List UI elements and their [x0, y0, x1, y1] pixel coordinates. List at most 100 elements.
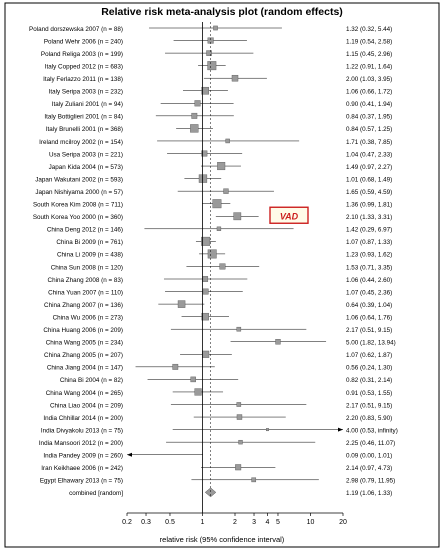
study-row: Japan Kida 2004 (n = 573) 1.49 (0.97, 2.2… [49, 162, 392, 171]
study-label: Italy Brunelli 2001 (n = 368) [46, 126, 123, 133]
study-row: Iran Keikhaee 2006 (n = 242) 2.14 (0.97, … [41, 464, 392, 472]
study-row: South Korea Kim 2008 (n = 711) 1.36 (0.99… [33, 199, 392, 209]
point-estimate [236, 402, 242, 407]
point-estimate [201, 86, 209, 95]
x-tick-label: 0.3 [141, 519, 151, 526]
study-label: China Jiang 2004 (n = 147) [47, 365, 123, 372]
x-tick-label: 10 [307, 519, 315, 526]
point-estimate [236, 414, 243, 420]
study-label: China Huang 2006 (n = 209) [43, 327, 123, 334]
study-ci-text: 2.14 (0.97, 4.73) [346, 465, 392, 472]
study-ci-text: 1.49 (0.97, 2.27) [346, 164, 392, 171]
point-estimate [236, 326, 242, 332]
study-label: China Wang 2005 (n = 234) [46, 340, 123, 347]
point-estimate [201, 236, 211, 246]
study-label: Japan Wakutani 2002 (n = 593) [35, 176, 123, 183]
study-ci-text: 1.36 (0.99, 1.81) [346, 202, 392, 209]
point-estimate [207, 249, 217, 259]
study-row: Italy Bottiglieri 2001 (n = 84) 0.84 (0.3… [44, 112, 392, 121]
point-estimate [194, 100, 201, 107]
point-estimate [202, 350, 210, 358]
study-ci-text: 1.07 (0.87, 1.33) [346, 239, 392, 246]
ci-arrow-right [338, 427, 343, 432]
study-ci-text: 2.17 (0.51, 9.15) [346, 327, 392, 334]
study-ci-text: 0.84 (0.57, 1.25) [346, 126, 392, 133]
study-label: South Korea Kim 2008 (n = 711) [33, 202, 123, 209]
x-tick-label: 2 [233, 519, 237, 526]
point-estimate [198, 174, 208, 183]
study-label: Poland dorszewska 2007 (n = 88) [29, 26, 123, 33]
study-label: Iran Keikhaee 2006 (n = 242) [41, 465, 123, 472]
study-ci-text: 1.06 (0.66, 1.72) [346, 89, 392, 96]
study-ci-text: 0.82 (0.31, 2.14) [346, 377, 392, 384]
study-ci-text: 1.15 (0.45, 2.96) [346, 51, 392, 58]
study-label: China Zhang 2008 (n = 83) [48, 277, 123, 284]
study-ci-text: 0.09 (0.00, 1.01) [346, 453, 392, 460]
study-row: Poland Religa 2003 (n = 199) 1.15 (0.45, … [41, 50, 392, 58]
study-row: India Pandey 2009 (n = 260) 0.09 (0.00, 1… [43, 453, 392, 460]
study-label: Usa Seripa 2003 (n = 221) [49, 151, 123, 158]
study-ci-text: 1.32 (0.32, 5.44) [346, 26, 392, 33]
study-rows: Poland dorszewska 2007 (n = 88) 1.32 (0.3… [29, 25, 398, 498]
study-ci-text: 0.91 (0.53, 1.55) [346, 390, 392, 397]
point-estimate [216, 226, 222, 231]
point-estimate [201, 312, 209, 321]
study-row: India Mansoori 2012 (n = 200) 2.25 (0.46,… [39, 440, 395, 447]
point-estimate [177, 300, 186, 308]
point-estimate [238, 439, 243, 445]
vad-annotation: VAD [269, 206, 309, 224]
plot-frame [4, 2, 440, 548]
study-ci-text: 2.17 (0.51, 9.15) [346, 402, 392, 409]
point-estimate [201, 150, 208, 157]
study-row: China Bi 2009 (n = 761) 1.07 (0.87, 1.33) [56, 236, 392, 246]
study-ci-text: 0.64 (0.39, 1.04) [346, 302, 392, 309]
study-label: Italy Bottiglieri 2001 (n = 84) [44, 114, 123, 121]
study-row: China Li 2009 (n = 438) 1.23 (0.93, 1.62) [57, 249, 392, 259]
study-row: Italy Zuliani 2001 (n = 94) 0.90 (0.41, 1… [52, 100, 392, 108]
point-estimate [190, 376, 196, 383]
study-ci-text: 1.04 (0.47, 2.33) [346, 151, 392, 158]
study-label: China Liao 2004 (n = 209) [50, 402, 123, 409]
study-row: China Wang 2004 (n = 265) 0.91 (0.53, 1.5… [46, 388, 392, 397]
study-row: Italy Ferlazzo 2011 (n = 138) 2.00 (1.03,… [43, 74, 392, 83]
point-estimate [194, 388, 202, 396]
study-row: China Jiang 2004 (n = 147) 0.56 (0.24, 1.… [47, 363, 392, 372]
vad-box [269, 206, 309, 224]
study-row: South Korea Yoo 2000 (n = 360) 2.10 (1.33… [33, 212, 392, 221]
point-estimate [233, 212, 242, 221]
study-label: Italy Copped 2012 (n = 683) [45, 63, 123, 70]
study-row: India Divyakolu 2013 (n = 75) 4.00 (0.53,… [41, 427, 398, 434]
point-estimate [206, 50, 212, 56]
study-label: Italy Seripa 2003 (n = 232) [49, 89, 123, 96]
study-label: Ireland mcilroy 2002 (n = 154) [39, 139, 123, 146]
study-ci-text: 2.98 (0.79, 11.95) [346, 478, 395, 485]
study-label: India Mansoori 2012 (n = 200) [39, 440, 123, 447]
study-label: China Zhang 2007 (n = 136) [44, 302, 123, 309]
study-label: China Li 2009 (n = 438) [57, 252, 123, 259]
point-estimate [207, 61, 217, 71]
study-label: Japan Nishiyama 2000 (n = 57) [35, 189, 123, 196]
x-axis: 0.2 0.3 0.5 1 2 3 4 5 10 20 [122, 22, 347, 526]
study-label: China Zhang 2005 (n = 207) [44, 352, 123, 359]
point-estimate [191, 112, 198, 119]
study-ci-text: 0.90 (0.41, 1.94) [346, 101, 392, 108]
study-row: China Wang 2005 (n = 234) 5.00 (1.82, 13.… [46, 339, 396, 347]
study-ci-text: 1.23 (0.93, 1.62) [346, 252, 392, 259]
study-row: Italy Seripa 2003 (n = 232) 1.06 (0.66, 1… [49, 86, 392, 96]
x-tick-label: 3 [252, 519, 256, 526]
study-label: Egypt Elhawary 2013 (n = 75) [40, 478, 123, 485]
point-estimate [202, 288, 209, 295]
study-ci-text: 4.00 (0.53, infinity) [346, 427, 398, 434]
ci-arrow-left [127, 452, 132, 457]
study-row: Italy Brunelli 2001 (n = 368) 0.84 (0.57,… [46, 124, 392, 133]
study-label: India Chhillar 2014 (n = 200) [43, 415, 123, 422]
study-ci-text: 1.22 (0.91, 1.64) [346, 63, 392, 70]
study-row: China Yuan 2007 (n = 110) 1.07 (0.45, 2.3… [48, 288, 392, 296]
study-row: China Zhang 2007 (n = 136) 0.64 (0.39, 1.… [44, 300, 392, 309]
point-estimate [225, 138, 230, 144]
study-label: China Bi 2009 (n = 761) [56, 239, 123, 246]
x-tick-label: 1 [201, 519, 205, 526]
study-ci-text: 1.06 (0.64, 1.76) [346, 314, 392, 321]
x-tick-label: 4 [266, 519, 270, 526]
